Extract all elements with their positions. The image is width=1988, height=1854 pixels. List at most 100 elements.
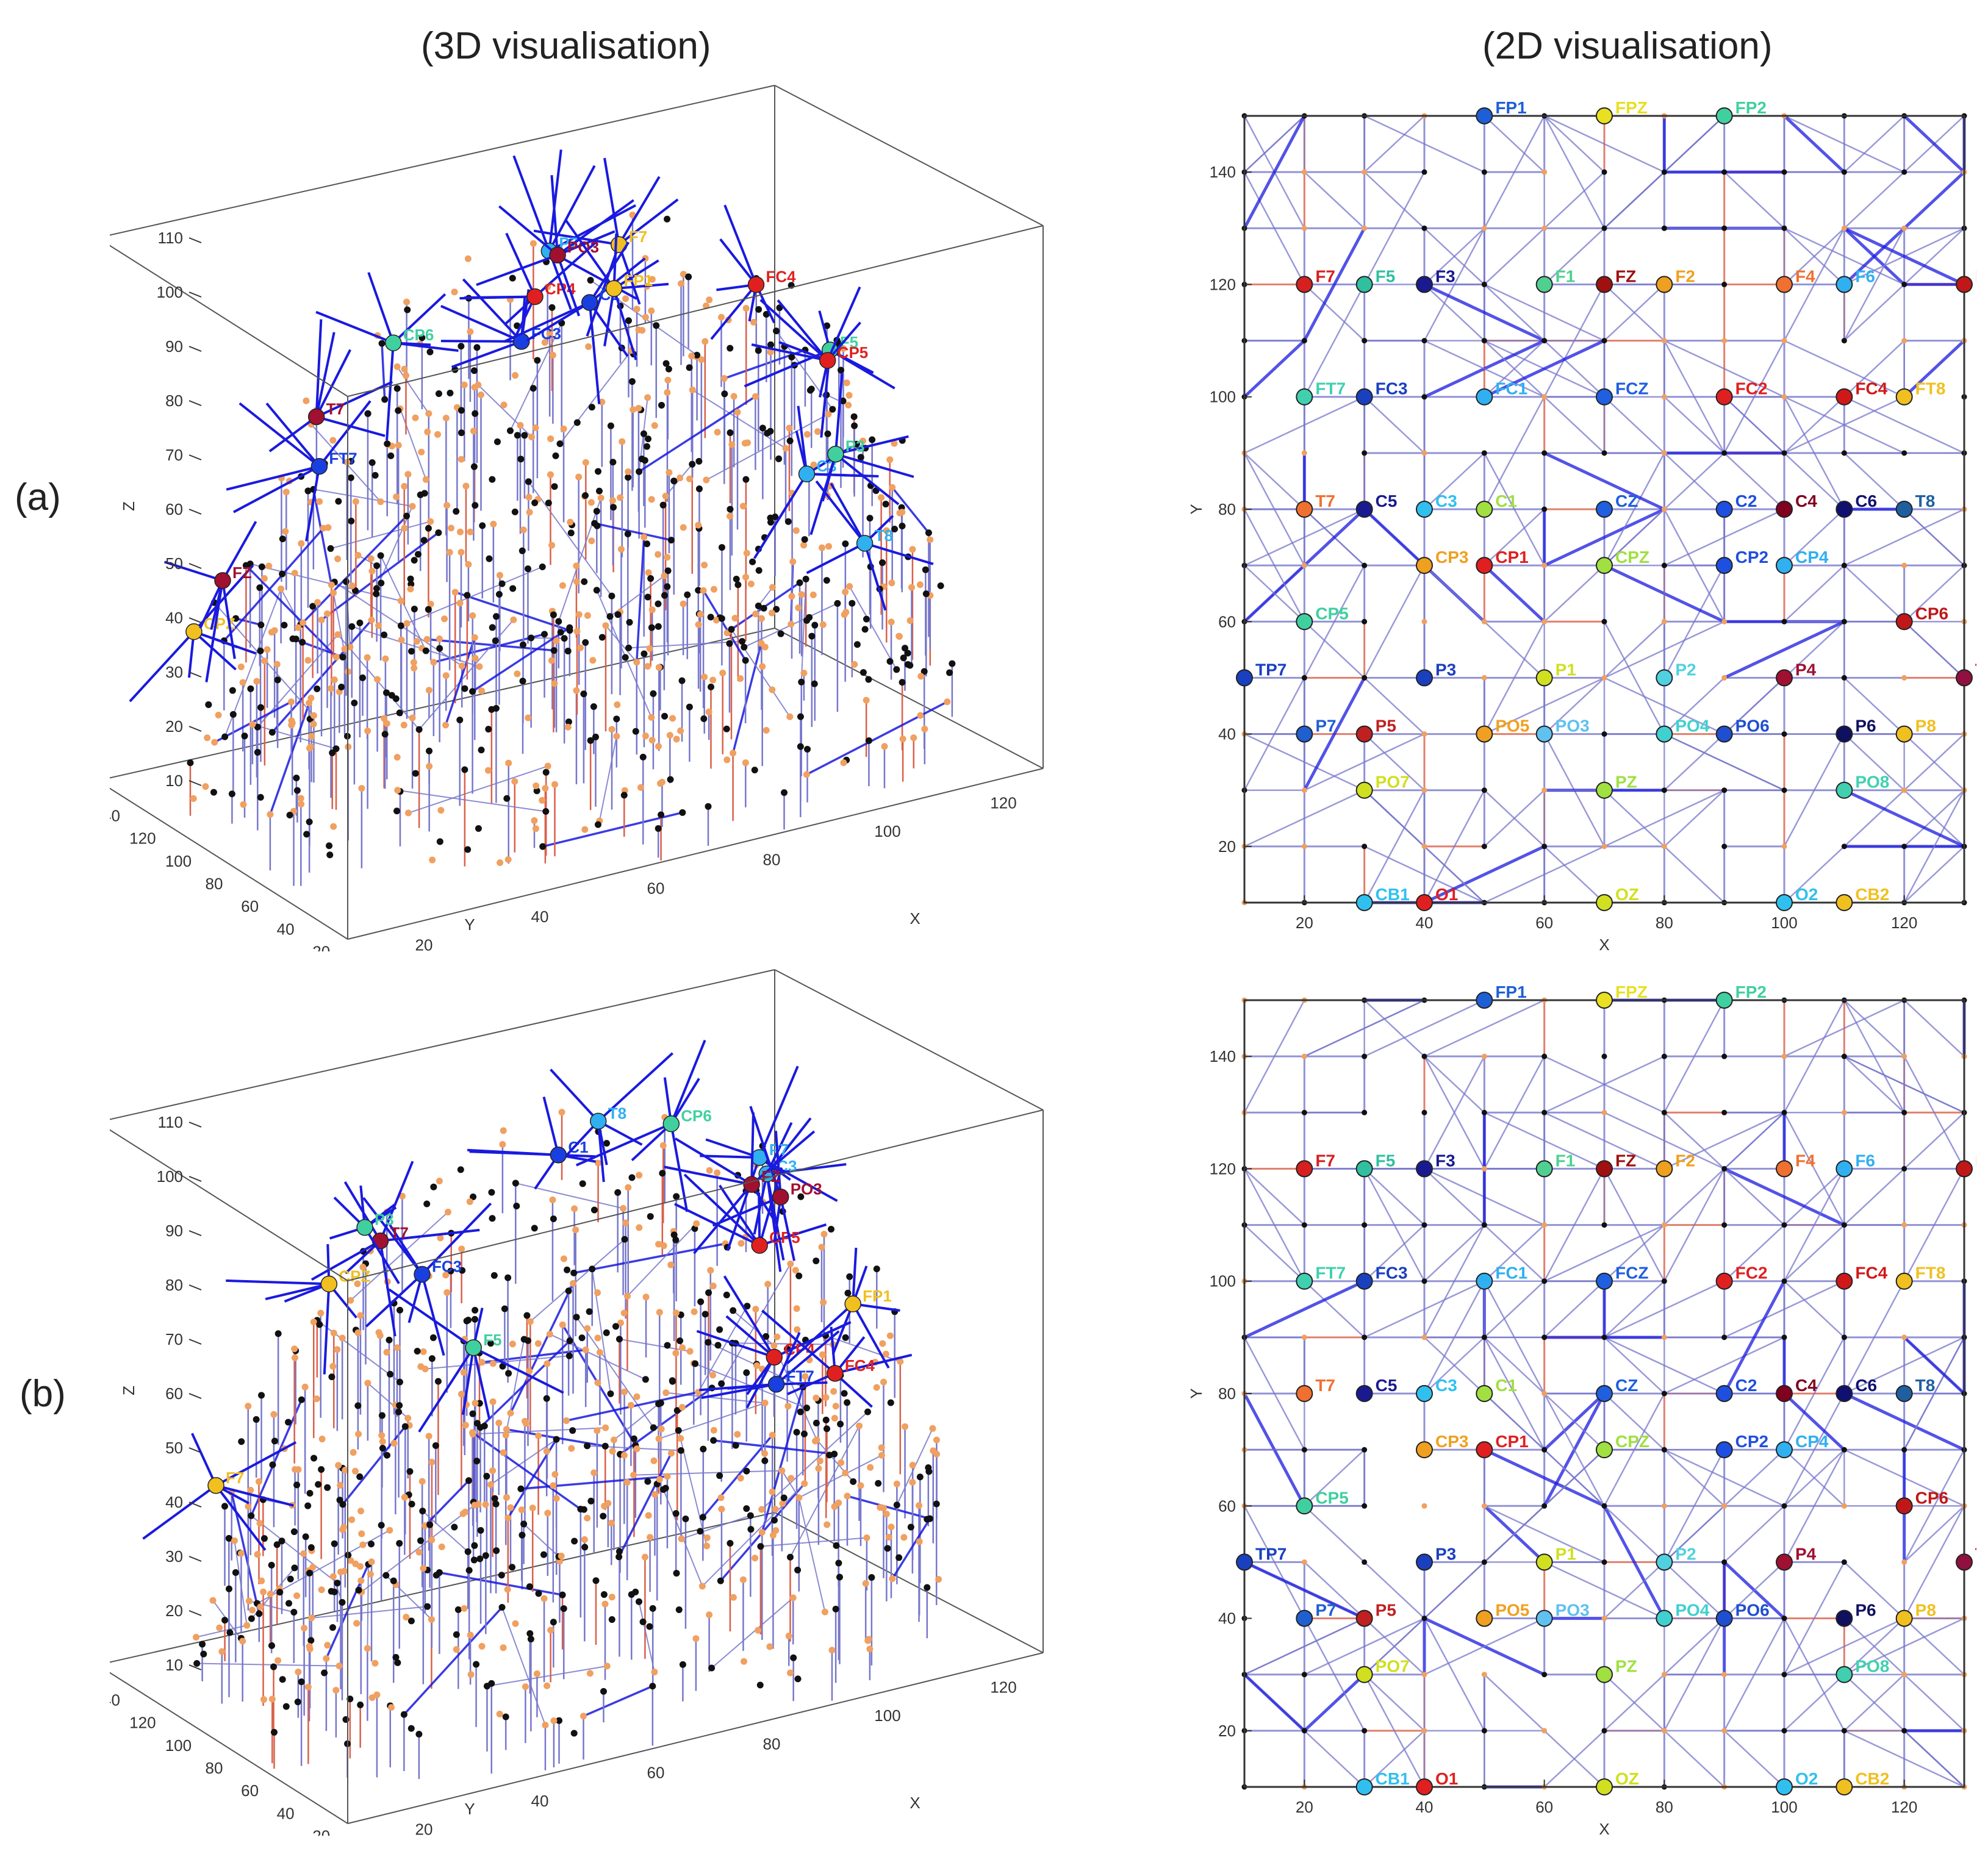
grid-node — [373, 585, 380, 592]
grid-node — [571, 1205, 578, 1212]
grid-node — [327, 685, 334, 692]
grid-node — [456, 600, 464, 607]
grid-node — [1661, 450, 1667, 456]
electrode-edge — [215, 1484, 294, 1507]
grid-node — [487, 1340, 494, 1347]
electrode-label: FC3 — [1376, 379, 1408, 398]
electrode-marker — [1296, 1272, 1313, 1290]
z-tick-label: 110 — [158, 1113, 183, 1131]
electrode-marker — [751, 1237, 768, 1254]
grid-node — [917, 712, 924, 719]
electrode-marker — [1835, 1666, 1853, 1683]
grid-node — [651, 1669, 658, 1676]
grid-node — [1301, 169, 1307, 175]
axes-box-edge — [774, 85, 1044, 226]
grid-node — [339, 1334, 346, 1342]
z-tick-label: 50 — [165, 1439, 183, 1457]
grid-node — [478, 746, 485, 754]
grid-node — [882, 501, 889, 508]
grid-node — [1721, 1334, 1728, 1340]
grid-node — [533, 782, 540, 789]
x-tick-label: 80 — [1656, 1798, 1673, 1816]
grid-node — [342, 578, 350, 585]
grid-node — [565, 1352, 573, 1359]
grid-node — [268, 1561, 275, 1569]
grid-node — [1841, 843, 1847, 850]
electrode-label: F7 — [1315, 1151, 1335, 1170]
grid-node — [270, 1728, 278, 1736]
electrode-label: CP1 — [1495, 548, 1528, 567]
electrode-label: FC4 — [766, 268, 796, 286]
grid-node — [864, 1637, 872, 1644]
electrode-edge — [323, 1284, 331, 1375]
grid-node — [550, 647, 558, 654]
connection-edge — [666, 1392, 766, 1404]
z-tick-mark — [188, 1393, 202, 1399]
grid-node — [192, 1634, 199, 1641]
grid-node — [1301, 787, 1307, 793]
grid-node — [1601, 338, 1607, 344]
grid-node — [519, 641, 526, 648]
grid-node — [879, 559, 886, 567]
grid-node — [828, 1647, 836, 1654]
electrode-edge — [787, 1372, 836, 1395]
grid-node — [458, 456, 465, 463]
connection-edge — [1903, 1056, 1965, 1170]
connection-edge — [1843, 1000, 1905, 1113]
z-tick-label: 100 — [157, 1167, 183, 1186]
y-tick-label: 140 — [1210, 1047, 1236, 1065]
grid-node — [1601, 1503, 1607, 1509]
grid-node — [627, 1401, 634, 1409]
grid-node — [539, 563, 546, 570]
connection-edge — [1663, 340, 1785, 398]
z-tick-label: 40 — [165, 1493, 183, 1511]
electrode-marker — [1296, 725, 1313, 743]
z-tick-mark — [188, 1122, 202, 1128]
grid-node — [507, 1409, 514, 1417]
grid-node — [1901, 1447, 1907, 1453]
z-tick-label: 20 — [165, 1602, 183, 1620]
grid-node — [1481, 281, 1487, 287]
grid-node — [301, 1383, 309, 1390]
grid-node — [487, 1481, 494, 1488]
grid-node — [866, 515, 874, 522]
grid-node — [278, 585, 285, 593]
grid-node — [761, 1450, 769, 1457]
grid-node — [489, 476, 496, 483]
electrode-edge — [766, 1173, 782, 1272]
grid-node — [718, 544, 725, 551]
grid-node — [302, 1533, 309, 1541]
grid-node — [1301, 1559, 1307, 1565]
electrode-edge — [759, 1223, 827, 1247]
grid-node — [1781, 618, 1787, 625]
grid-node — [636, 1172, 643, 1179]
grid-node — [678, 677, 686, 684]
grid-node — [758, 1506, 766, 1513]
grid-node — [420, 1565, 427, 1572]
grid-node — [375, 1329, 382, 1336]
electrode-label: FC4 — [1855, 1264, 1887, 1283]
electrode-edge — [834, 453, 900, 506]
grid-node — [816, 1458, 824, 1465]
electrode-edge — [556, 254, 581, 317]
grid-node — [412, 414, 419, 421]
connection-edge — [1363, 790, 1426, 903]
connection-edge — [633, 1470, 782, 1476]
grid-node — [418, 448, 425, 456]
grid-node — [857, 1482, 864, 1489]
connection-edge — [1663, 1617, 1725, 1731]
electrode-marker — [1776, 894, 1793, 911]
electrode-edge — [548, 204, 636, 252]
grid-node — [434, 1378, 442, 1385]
grid-node — [306, 1642, 313, 1650]
grid-node — [253, 678, 260, 685]
grid-node — [603, 1329, 610, 1336]
electrode-marker — [1895, 1497, 1913, 1515]
grid-node — [378, 1412, 386, 1419]
grid-node — [473, 344, 481, 351]
grid-node — [917, 673, 925, 680]
grid-node — [1421, 1053, 1427, 1059]
connection-edge — [330, 521, 431, 549]
grid-node — [759, 424, 766, 432]
grid-node — [1901, 1672, 1907, 1678]
